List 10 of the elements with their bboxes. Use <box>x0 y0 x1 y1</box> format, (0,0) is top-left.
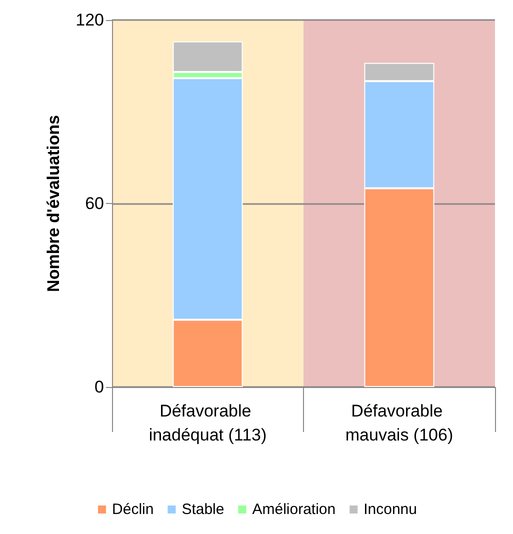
legend-label: Inconnu <box>364 501 417 518</box>
legend-label: Amélioration <box>252 501 336 518</box>
y-tick-label: 0 <box>94 378 104 396</box>
y-tick-label: 60 <box>85 194 104 213</box>
legend-label: Stable <box>182 501 224 518</box>
y-tick-label: 120 <box>76 10 104 30</box>
x-tick-label: Défavorable inadéquat (113) <box>148 402 267 444</box>
x-tick-label: Défavorable mauvais (106) <box>345 402 454 444</box>
legend-label: Déclin <box>112 501 154 518</box>
y-axis-title: Nombre d'évaluations <box>44 115 63 292</box>
